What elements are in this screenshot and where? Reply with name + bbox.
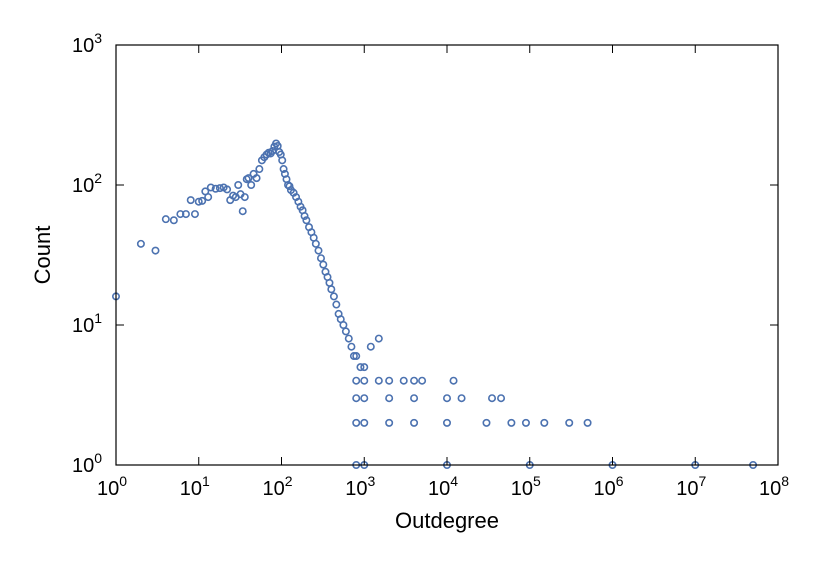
data-point: [418, 376, 427, 385]
data-point: [347, 342, 356, 351]
data-point: [247, 181, 256, 190]
data-point: [161, 215, 170, 224]
data-point: [352, 376, 361, 385]
data-point: [151, 246, 160, 255]
data-point: [482, 418, 491, 427]
data-point: [255, 165, 264, 174]
x-tick-label: 103: [345, 473, 375, 500]
data-point: [136, 239, 145, 248]
data-point: [341, 327, 350, 336]
data-point: [240, 193, 249, 202]
y-tick-label: 100: [72, 450, 102, 477]
data-point: [332, 300, 341, 309]
data-point: [238, 207, 247, 216]
data-point: [385, 376, 394, 385]
data-point: [497, 394, 506, 403]
data-point: [410, 394, 419, 403]
data-point: [410, 376, 419, 385]
data-point: [565, 418, 574, 427]
data-point: [344, 334, 353, 343]
data-point: [449, 376, 458, 385]
data-point: [488, 394, 497, 403]
data-point: [339, 320, 348, 329]
data-point: [399, 376, 408, 385]
x-tick-label: 102: [262, 473, 292, 500]
data-point: [360, 394, 369, 403]
data-point: [176, 210, 185, 219]
x-tick-label: 100: [97, 473, 127, 500]
x-tick-label: 105: [511, 473, 541, 500]
data-point: [194, 197, 203, 206]
data-point: [352, 394, 361, 403]
data-point: [186, 196, 195, 205]
x-tick-label: 101: [180, 473, 210, 500]
y-tick-label: 102: [72, 170, 102, 197]
x-axis-ticks: 100 101 102 103 104 105 106 107 108: [97, 45, 789, 500]
data-point: [311, 239, 320, 248]
data-point: [314, 246, 323, 255]
data-point: [360, 418, 369, 427]
data-point: [385, 418, 394, 427]
data-point: [204, 193, 213, 202]
data-point: [366, 342, 375, 351]
data-point: [198, 196, 207, 205]
data-point: [244, 174, 253, 183]
data-point: [442, 418, 451, 427]
data-point: [252, 174, 261, 183]
data-point: [360, 376, 369, 385]
data-point: [457, 394, 466, 403]
data-point: [319, 260, 328, 269]
data-point: [285, 182, 294, 191]
data-point: [442, 394, 451, 403]
data-point: [410, 418, 419, 427]
data-point: [300, 212, 309, 221]
data-point: [360, 363, 369, 372]
data-point: [169, 216, 178, 225]
data-point: [329, 292, 338, 301]
y-axis-label: Count: [30, 226, 55, 285]
x-axis-label: Outdegree: [395, 508, 499, 533]
data-point: [223, 185, 232, 194]
x-tick-label: 107: [676, 473, 706, 500]
data-point: [327, 285, 336, 294]
data-point: [521, 418, 530, 427]
x-tick-label: 108: [759, 473, 789, 500]
data-point: [206, 183, 215, 192]
data-point: [385, 394, 394, 403]
y-tick-label: 103: [72, 30, 102, 57]
data-point: [352, 418, 361, 427]
data-point: [211, 184, 220, 193]
data-point: [352, 352, 361, 361]
data-point: [356, 363, 365, 372]
data-point: [374, 334, 383, 343]
data-point: [507, 418, 516, 427]
data-point: [374, 376, 383, 385]
data-point: [190, 210, 199, 219]
data-point: [181, 210, 190, 219]
data-point: [279, 165, 288, 174]
y-axis-ticks: 100 101 102 103: [72, 30, 778, 477]
data-point: [278, 156, 287, 165]
x-tick-label: 106: [593, 473, 623, 500]
data-point: [234, 181, 243, 190]
data-point: [302, 216, 311, 225]
data-point: [583, 418, 592, 427]
y-tick-label: 101: [72, 310, 102, 337]
data-point: [215, 184, 224, 193]
data-point: [540, 418, 549, 427]
x-tick-label: 104: [428, 473, 458, 500]
